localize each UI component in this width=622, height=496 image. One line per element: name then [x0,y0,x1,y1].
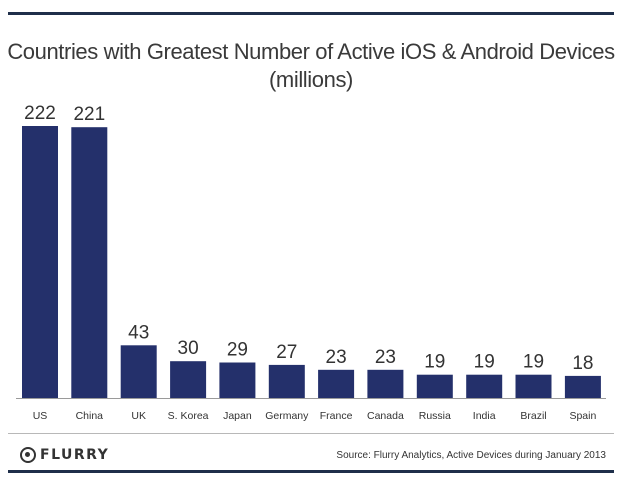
data-label: 222 [24,103,56,124]
logo-text: FLURRY [40,447,110,463]
category-label: UK [131,410,146,422]
bar-us [22,126,58,398]
category-label: Russia [419,410,451,422]
bar-russia [416,374,453,398]
bar-spain [564,375,601,398]
bar-germany [268,364,305,398]
flurry-logo-icon [20,447,36,463]
data-label: 29 [227,340,248,361]
data-label: 221 [73,104,105,125]
bottom-rule [8,470,614,473]
data-label: 19 [523,352,544,373]
data-label: 43 [128,322,149,343]
flurry-logo: FLURRY [20,447,109,463]
category-label: China [76,410,104,422]
bar-uk [120,345,157,398]
top-rule [8,12,614,15]
bar-france [318,369,355,398]
bar-s-korea [170,361,207,398]
category-label: Spain [569,410,596,422]
category-label: India [473,410,496,422]
bar-china [71,127,108,398]
data-label: 23 [326,347,347,368]
category-label: Canada [367,410,404,422]
category-label: Germany [265,410,309,422]
data-label: 23 [375,347,396,368]
bar-japan [219,362,256,398]
chart-subtitle: (millions) [268,67,353,92]
data-label: 30 [178,338,199,359]
bar-india [466,374,503,398]
category-label: France [320,410,353,422]
category-label: S. Korea [168,410,209,422]
source-note: Source: Flurry Analytics, Active Devices… [336,450,606,461]
category-label: US [33,410,48,422]
data-label: 19 [424,352,445,373]
bar-chart: 222 US 221 China 43 UK 30 S. Korea 29 Japan 27 Germ… [16,103,606,422]
bar-brazil [515,374,552,398]
category-label: Brazil [520,410,546,422]
footer-divider [8,433,614,434]
chart-title: Countries with Greatest Number of Active… [7,39,615,64]
data-label: 19 [474,352,495,373]
bar-canada [367,369,404,398]
data-label: 18 [572,353,593,374]
data-label: 27 [276,342,297,363]
category-label: Japan [223,410,252,422]
